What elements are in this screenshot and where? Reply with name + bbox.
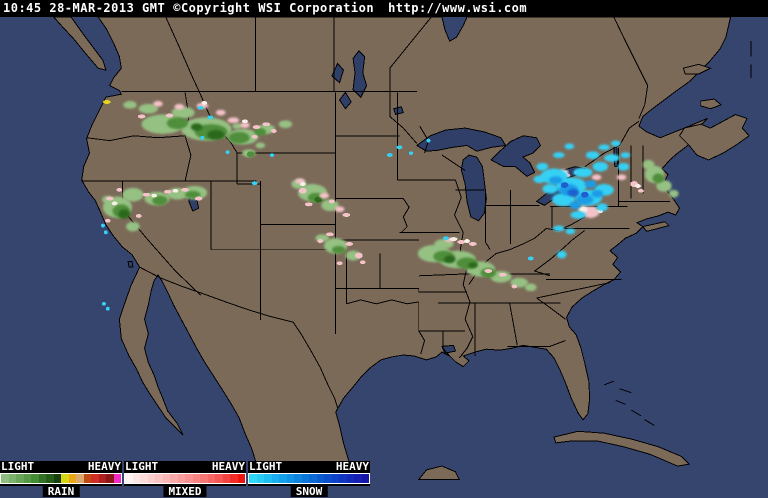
state-borders [81,17,752,426]
copyright-text: ©Copyright WSI Corporation [173,1,375,15]
precipitation-overlay [101,100,679,311]
legend-label-mixed: MIXED [163,486,207,497]
radar-map [13,17,755,481]
lake-huron [490,135,542,177]
lake-superior [415,127,507,152]
legend-colorbar-rain [0,473,122,484]
lake-winnipeg [352,50,368,98]
legend-scale-row: LIGHT HEAVY [124,461,246,473]
legend-label-snow: SNOW [290,486,328,497]
lake-of-the-woods [393,106,404,116]
legend-panel-rain: LIGHT HEAVY RAIN [0,461,122,497]
legend: LIGHT HEAVY RAIN LIGHT HEAVY MIXED LIGHT… [0,461,768,497]
legend-heavy-label: HEAVY [335,460,369,473]
lakes [127,50,619,354]
vancouver-island [53,17,107,71]
legend-scale-row: LIGHT HEAVY [248,461,370,473]
anticosti-island [682,63,712,75]
legend-panel-snow: LIGHT HEAVY SNOW [248,461,370,497]
salton-sea [127,260,134,268]
legend-colorbar-snow [248,473,370,484]
legend-light-label: LIGHT [249,460,283,473]
legend-label-rain: RAIN [42,486,80,497]
yucatan [417,465,461,481]
legend-heavy-label: HEAVY [211,460,245,473]
legend-scale-row: LIGHT HEAVY [0,461,122,473]
legend-light-label: LIGHT [1,460,35,473]
long-island [641,221,670,232]
lake-michigan [460,154,487,222]
nova-scotia [678,114,750,161]
legend-colorbar-mixed [124,473,246,484]
legend-light-label: LIGHT [125,460,159,473]
timestamp-text: 10:45 28-MAR-2013 GMT [3,1,166,15]
lake-manitoba [338,91,352,110]
prince-edward-island [700,98,722,110]
url-text: http://www.wsi.com [388,1,528,15]
legend-panel-mixed: LIGHT HEAVY MIXED [124,461,246,497]
status-bar: 10:45 28-MAR-2013 GMT ©Copyright WSI Corp… [0,0,768,17]
legend-heavy-label: HEAVY [87,460,121,473]
cuba [553,430,691,467]
